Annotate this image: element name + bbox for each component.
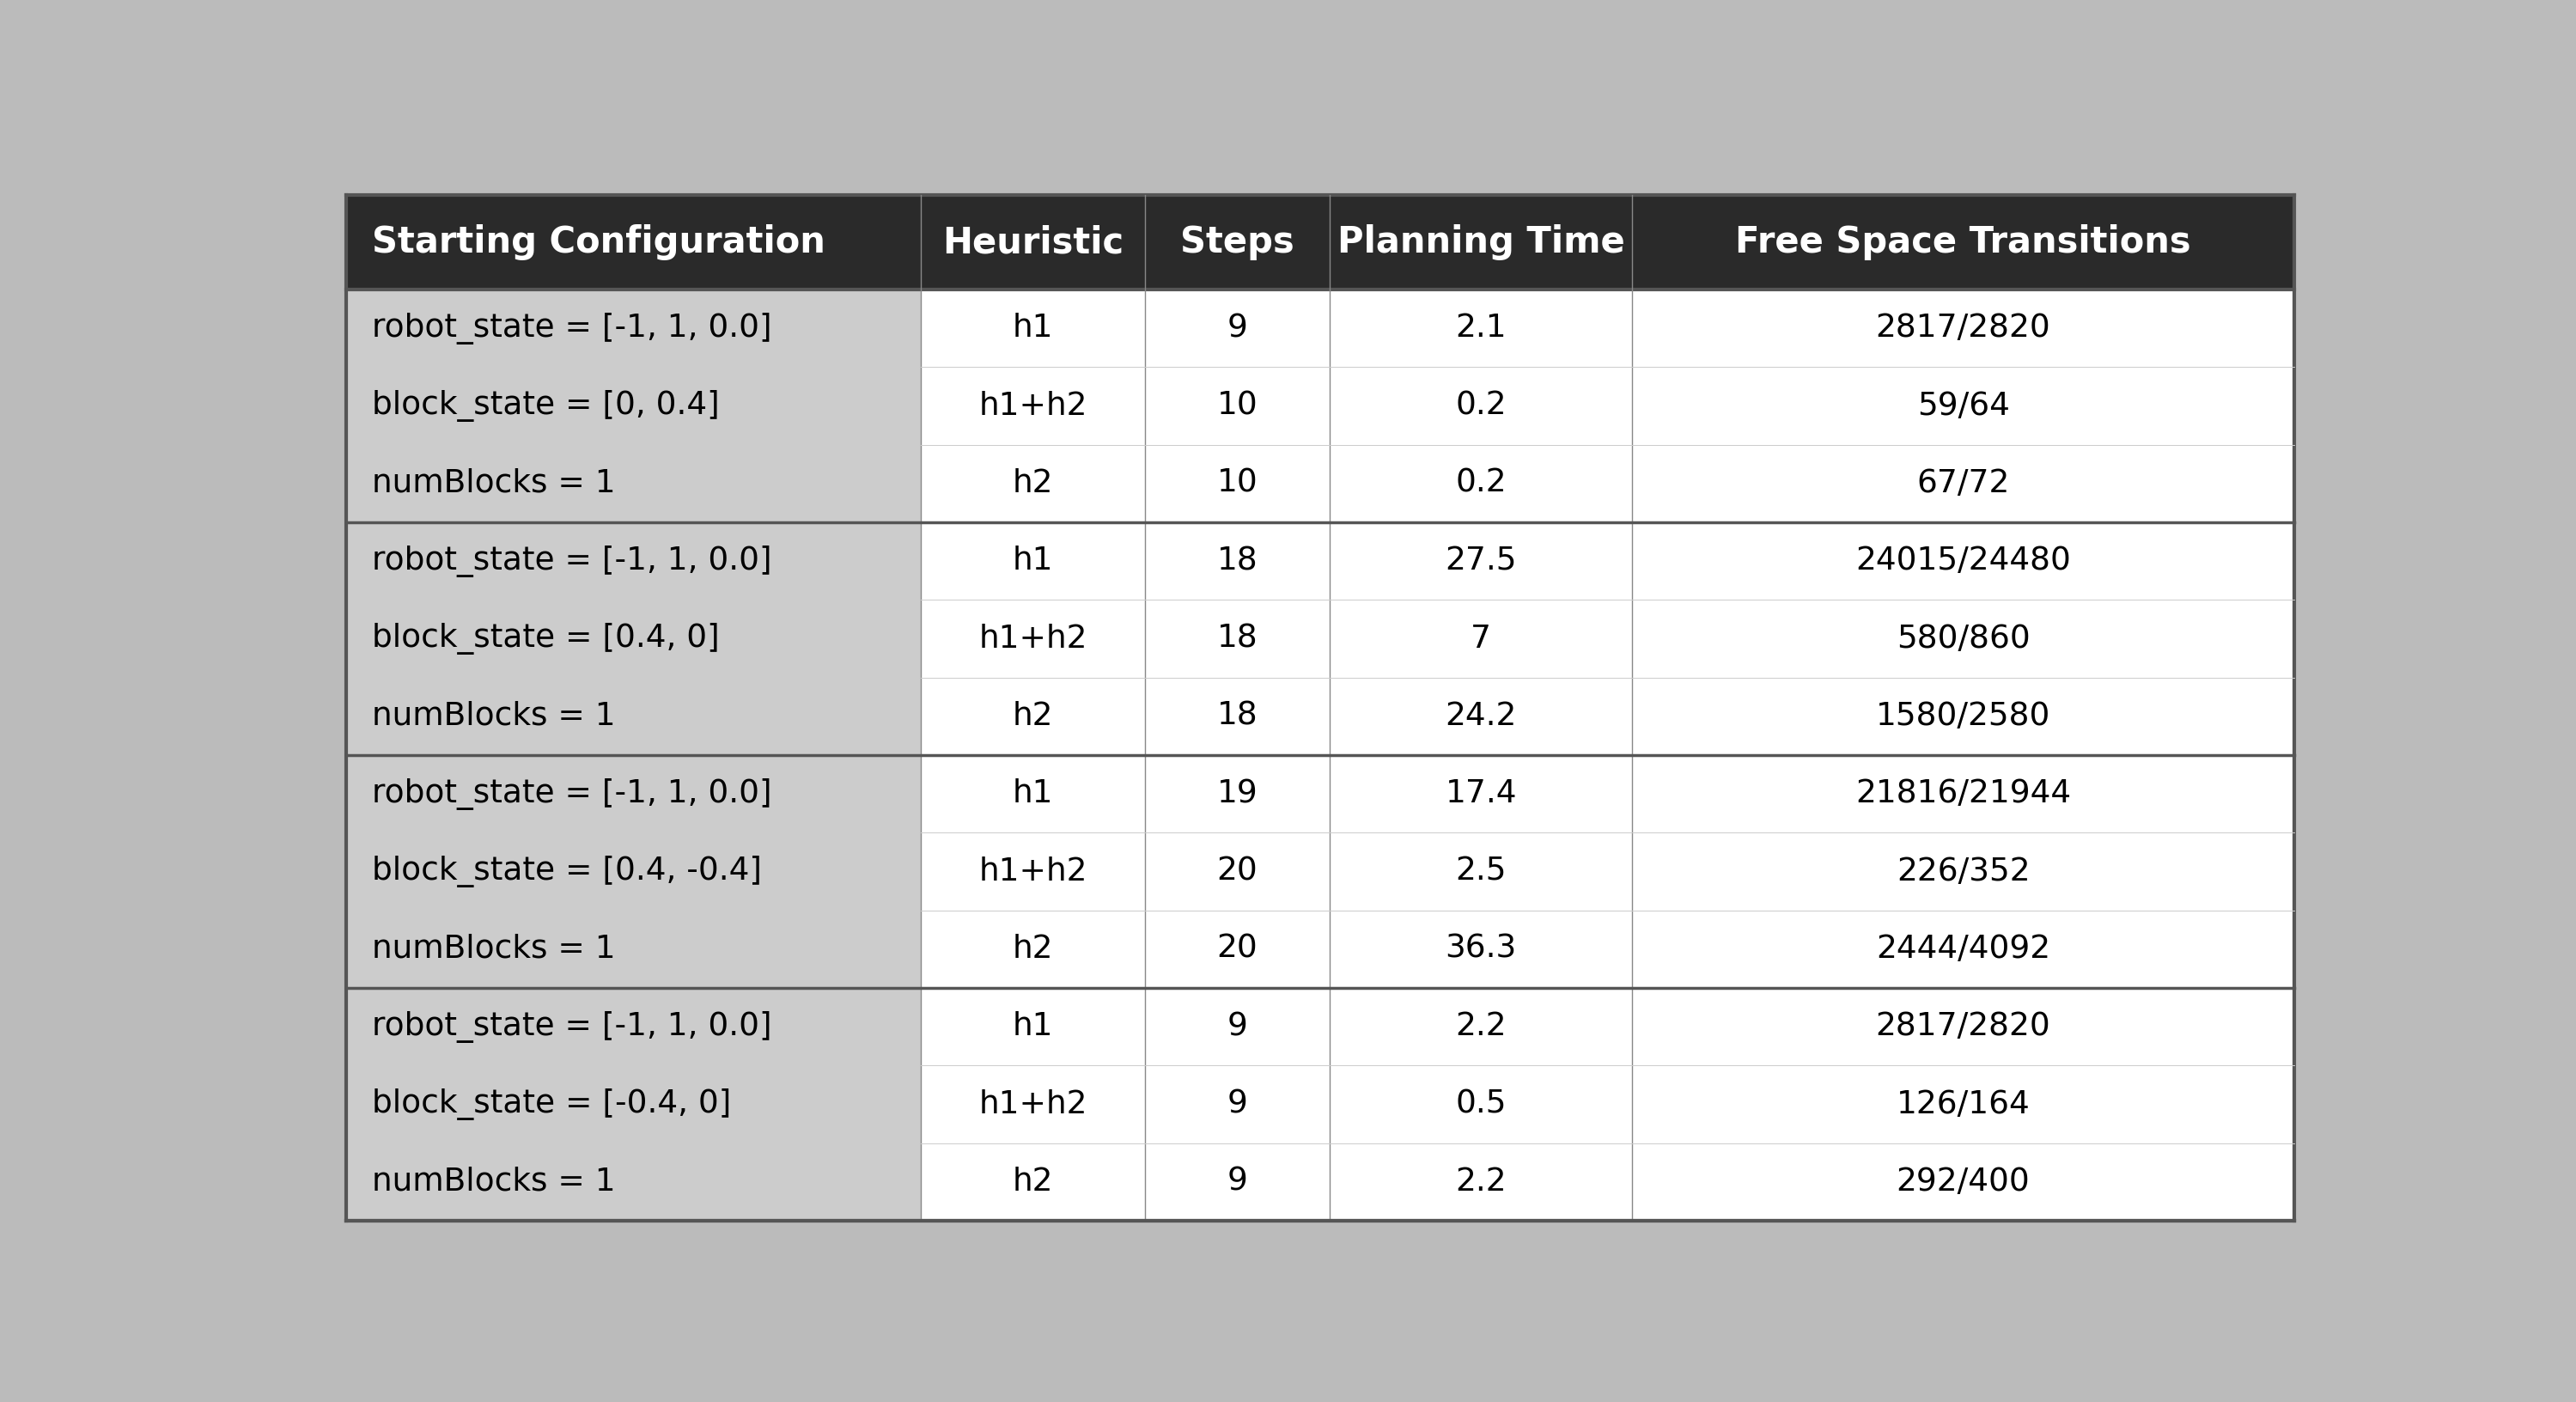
Bar — [345, 988, 920, 1221]
Text: 17.4: 17.4 — [1445, 778, 1517, 809]
Text: block_state = [0, 0.4]: block_state = [0, 0.4] — [371, 390, 719, 422]
Text: 2.2: 2.2 — [1455, 1166, 1507, 1197]
Text: 59/64: 59/64 — [1917, 391, 2009, 422]
Text: Steps: Steps — [1180, 224, 1293, 261]
Text: h1: h1 — [1012, 1011, 1054, 1042]
Text: 2.5: 2.5 — [1455, 857, 1507, 887]
Text: h1+h2: h1+h2 — [979, 391, 1087, 422]
Text: 0.2: 0.2 — [1455, 391, 1507, 422]
Text: 9: 9 — [1226, 313, 1247, 343]
Bar — [345, 195, 2295, 290]
Text: block_state = [-0.4, 0]: block_state = [-0.4, 0] — [371, 1088, 732, 1120]
Text: h2: h2 — [1012, 701, 1054, 732]
Text: numBlocks = 1: numBlocks = 1 — [371, 468, 616, 499]
Text: 2817/2820: 2817/2820 — [1875, 1011, 2050, 1042]
Text: Heuristic: Heuristic — [943, 224, 1123, 261]
Text: h1+h2: h1+h2 — [979, 857, 1087, 887]
Bar — [345, 756, 920, 988]
Text: 36.3: 36.3 — [1445, 934, 1517, 965]
Text: 7: 7 — [1471, 624, 1492, 655]
Text: 9: 9 — [1226, 1089, 1247, 1120]
Text: 18: 18 — [1216, 701, 1257, 732]
Text: h1: h1 — [1012, 313, 1054, 343]
Text: 20: 20 — [1216, 934, 1257, 965]
Text: 27.5: 27.5 — [1445, 545, 1517, 576]
Text: block_state = [0.4, 0]: block_state = [0.4, 0] — [371, 622, 719, 655]
Text: h2: h2 — [1012, 934, 1054, 965]
Text: Planning Time: Planning Time — [1337, 224, 1625, 261]
Text: numBlocks = 1: numBlocks = 1 — [371, 701, 616, 732]
Text: 20: 20 — [1216, 857, 1257, 887]
Text: 126/164: 126/164 — [1896, 1089, 2030, 1120]
Text: 2444/4092: 2444/4092 — [1875, 934, 2050, 965]
Text: 0.2: 0.2 — [1455, 468, 1507, 499]
Text: numBlocks = 1: numBlocks = 1 — [371, 1166, 616, 1197]
Bar — [920, 988, 2295, 1221]
Text: 67/72: 67/72 — [1917, 468, 2009, 499]
Text: robot_state = [-1, 1, 0.0]: robot_state = [-1, 1, 0.0] — [371, 1011, 773, 1043]
Text: 580/860: 580/860 — [1896, 624, 2030, 655]
Text: 21816/21944: 21816/21944 — [1855, 778, 2071, 809]
Text: 24.2: 24.2 — [1445, 701, 1517, 732]
Bar — [920, 523, 2295, 756]
Text: 2.1: 2.1 — [1455, 313, 1507, 343]
Bar — [920, 290, 2295, 523]
Text: 292/400: 292/400 — [1896, 1166, 2030, 1197]
Text: h1+h2: h1+h2 — [979, 624, 1087, 655]
Text: robot_state = [-1, 1, 0.0]: robot_state = [-1, 1, 0.0] — [371, 313, 773, 345]
Text: h1+h2: h1+h2 — [979, 1089, 1087, 1120]
Text: 10: 10 — [1216, 391, 1257, 422]
Text: Free Space Transitions: Free Space Transitions — [1736, 224, 2192, 261]
Bar — [345, 523, 920, 756]
Text: numBlocks = 1: numBlocks = 1 — [371, 934, 616, 965]
Text: robot_state = [-1, 1, 0.0]: robot_state = [-1, 1, 0.0] — [371, 778, 773, 810]
Text: robot_state = [-1, 1, 0.0]: robot_state = [-1, 1, 0.0] — [371, 545, 773, 578]
Text: h2: h2 — [1012, 468, 1054, 499]
Text: 226/352: 226/352 — [1896, 857, 2030, 887]
Text: 10: 10 — [1216, 468, 1257, 499]
Bar — [345, 290, 920, 523]
Bar — [920, 756, 2295, 988]
Text: h1: h1 — [1012, 545, 1054, 576]
Text: h2: h2 — [1012, 1166, 1054, 1197]
Text: 1580/2580: 1580/2580 — [1875, 701, 2050, 732]
Text: 2.2: 2.2 — [1455, 1011, 1507, 1042]
Text: 2817/2820: 2817/2820 — [1875, 313, 2050, 343]
Text: 9: 9 — [1226, 1166, 1247, 1197]
Text: 18: 18 — [1216, 624, 1257, 655]
Text: 9: 9 — [1226, 1011, 1247, 1042]
Text: Starting Configuration: Starting Configuration — [371, 224, 824, 261]
Text: 18: 18 — [1216, 545, 1257, 576]
Text: 19: 19 — [1216, 778, 1257, 809]
Text: 0.5: 0.5 — [1455, 1089, 1507, 1120]
Text: 24015/24480: 24015/24480 — [1855, 545, 2071, 576]
Text: h1: h1 — [1012, 778, 1054, 809]
Text: block_state = [0.4, -0.4]: block_state = [0.4, -0.4] — [371, 855, 762, 887]
